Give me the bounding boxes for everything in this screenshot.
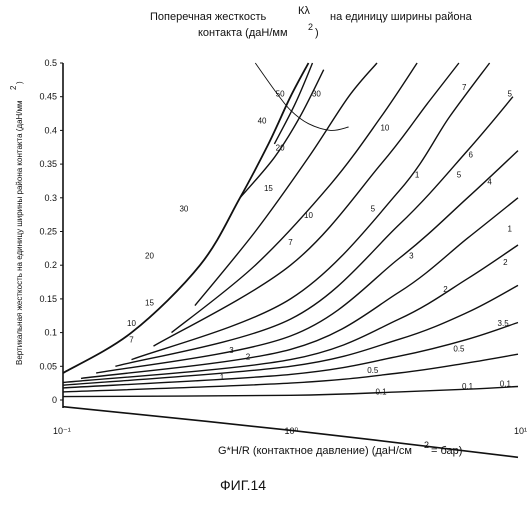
contour-label: 3 xyxy=(229,346,234,355)
x-axis-label-end: = бар) xyxy=(431,445,462,457)
y-tick-label: 0 xyxy=(52,395,57,405)
title-symbol: Кλ xyxy=(298,5,310,17)
contour-label: 10 xyxy=(304,211,313,220)
y-tick-label: 0.2 xyxy=(44,260,57,270)
contour-label: 7 xyxy=(288,238,293,247)
contour-label: 6 xyxy=(469,150,474,159)
y-tick-label: 0.3 xyxy=(44,193,57,203)
x-axis-label: G*H/R (контактное давление) (даН/см xyxy=(218,445,412,457)
contour-label: 2 xyxy=(443,285,448,294)
contour-label: 30 xyxy=(179,204,188,213)
contour-label: 0.5 xyxy=(453,344,465,353)
contour-label: 0.1 xyxy=(500,380,512,389)
contour-label: 40 xyxy=(258,117,267,126)
title-line2-sup: 2 xyxy=(308,22,313,32)
contour-line-5 xyxy=(96,151,518,373)
contour-label: 1 xyxy=(508,225,513,234)
contour-label: 20 xyxy=(145,251,154,260)
y-tick-label: 0.25 xyxy=(39,227,57,237)
contour-label: 5 xyxy=(371,204,376,213)
y-tick-label: 0.5 xyxy=(44,58,57,68)
contour-label: 1 xyxy=(220,373,225,382)
contour-label: 7 xyxy=(129,336,134,345)
title-line1b: на единицу ширины района xyxy=(330,11,473,23)
title-line2: контакта (даН/мм xyxy=(198,27,288,39)
contour-label: 50 xyxy=(276,90,285,99)
title-line1: Поперечная жесткость xyxy=(150,11,267,23)
axes: 00.050.10.150.20.250.30.350.40.450.510⁻¹… xyxy=(39,58,527,436)
contour-label: 4 xyxy=(487,177,492,186)
y-tick-label: 0.45 xyxy=(39,92,57,102)
contour-labels: 0.10.10.10.50.51233.52213710155571015202… xyxy=(127,83,513,397)
contour-label: 0.5 xyxy=(367,366,379,375)
contour-label: 10 xyxy=(380,123,389,132)
contour-label: 3 xyxy=(409,251,414,260)
y-axis-label-sup: 2 xyxy=(9,85,18,90)
contour-label: 30 xyxy=(312,90,321,99)
contour-label: 5 xyxy=(457,171,462,180)
contour-label: 5 xyxy=(508,90,513,99)
y-tick-label: 0.35 xyxy=(39,159,57,169)
contour-label: 7 xyxy=(462,83,467,92)
contour-curves xyxy=(63,63,518,457)
contour-label: 15 xyxy=(145,299,154,308)
contour-label: 15 xyxy=(264,184,273,193)
y-tick-label: 0.4 xyxy=(44,125,57,135)
y-tick-label: 0.15 xyxy=(39,294,57,304)
contour-label: 2 xyxy=(503,258,508,267)
y-axis-label: Вертикальная жесткость на единицу ширины… xyxy=(15,100,24,365)
contour-label: 10 xyxy=(127,319,136,328)
contour-label: 0.1 xyxy=(462,382,474,391)
contour-label: 0.1 xyxy=(375,388,387,397)
contour-label: 20 xyxy=(276,144,285,153)
figure-label: ФИГ.14 xyxy=(220,477,266,493)
x-axis-label-sup: 2 xyxy=(424,440,429,450)
contour-line-20 xyxy=(172,63,418,333)
y-axis-title: Вертикальная жесткость на единицу ширины… xyxy=(15,100,24,365)
contour-line-0-1 xyxy=(63,387,518,397)
contour-label: 2 xyxy=(246,353,251,362)
y-axis-label-end: ) xyxy=(15,81,24,84)
title-line2-end: ) xyxy=(315,27,319,39)
contour-label: 1 xyxy=(415,171,420,180)
y-tick-label: 0.05 xyxy=(39,361,57,371)
y-tick-label: 0.1 xyxy=(44,328,57,338)
contour-label: 3.5 xyxy=(498,319,510,328)
x-tick-label: 10⁻¹ xyxy=(53,426,71,436)
x-tick-label: 10¹ xyxy=(514,426,527,436)
